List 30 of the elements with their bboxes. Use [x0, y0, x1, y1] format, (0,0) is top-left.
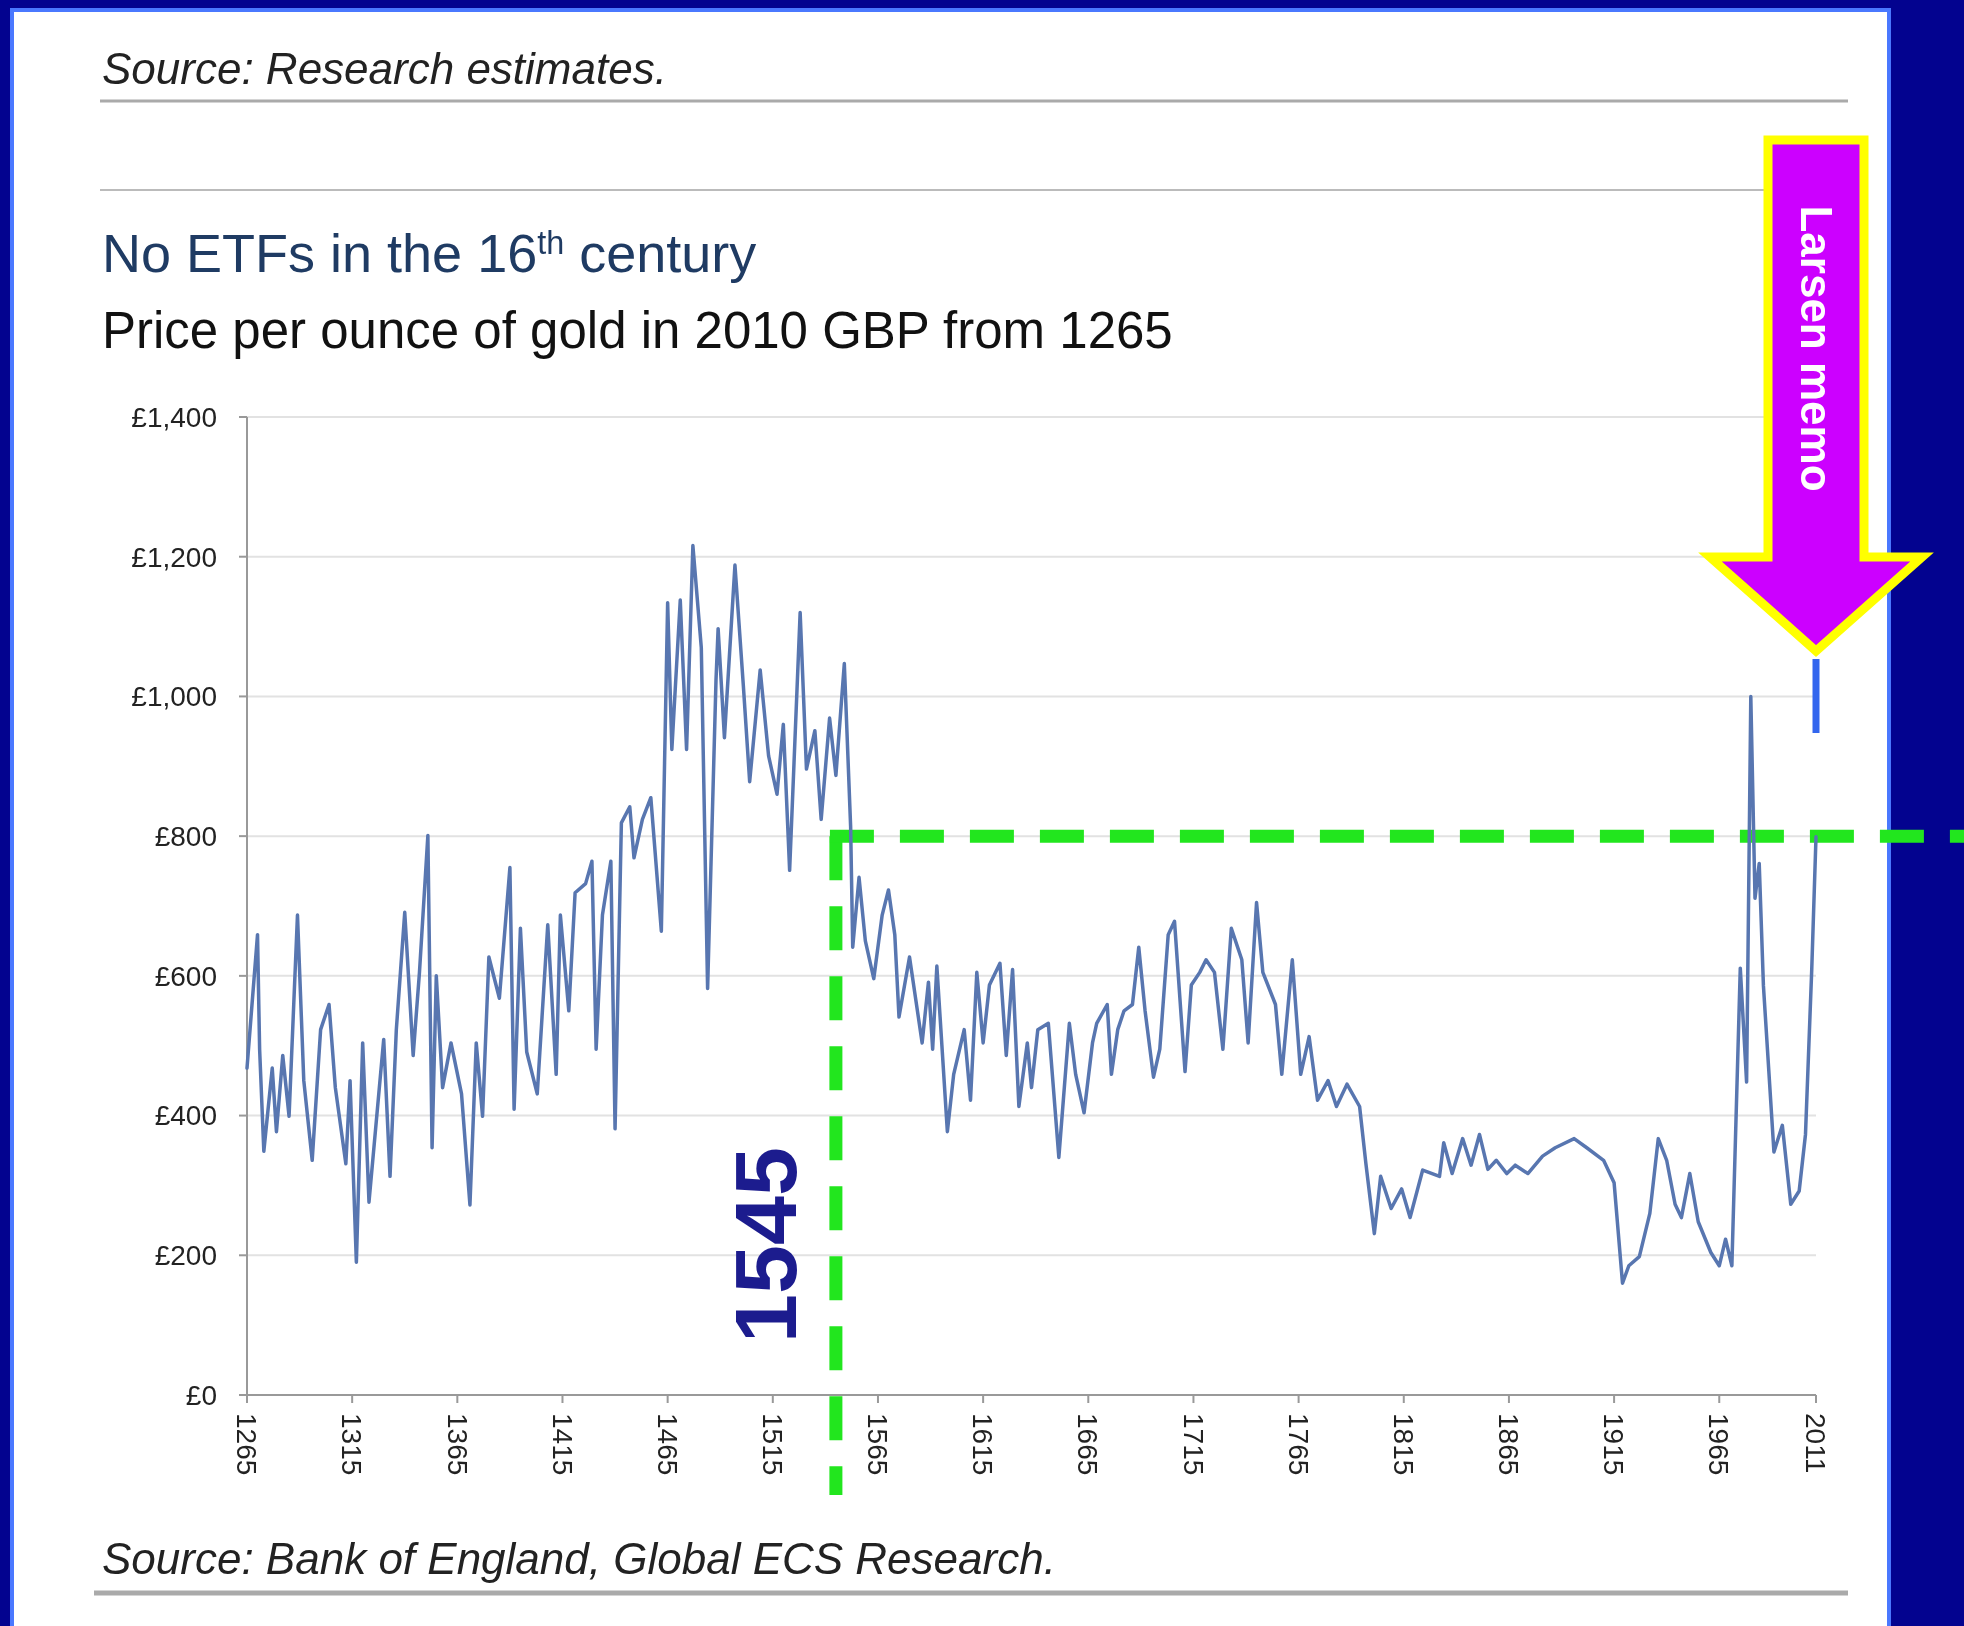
- source-note: Source: Research estimates.: [102, 44, 667, 93]
- annotation: Larsen memo: [1791, 205, 1841, 492]
- y-tick-label: £600: [154, 960, 217, 992]
- y-tick-label: £1,200: [131, 541, 217, 573]
- y-tick-label: £800: [154, 820, 217, 852]
- x-tick-label: 1915: [1598, 1413, 1630, 1476]
- x-tick-label: 1415: [546, 1413, 578, 1476]
- x-tick-label: 1765: [1282, 1413, 1314, 1476]
- x-tick-label: 1665: [1072, 1413, 1104, 1476]
- x-tick-label: 1615: [967, 1413, 999, 1476]
- y-tick-label: £1,000: [131, 681, 217, 713]
- y-tick-label: £0: [185, 1379, 217, 1411]
- x-tick-label: 1315: [336, 1413, 368, 1476]
- x-tick-label: 2011: [1800, 1413, 1832, 1474]
- x-tick-label: 1515: [757, 1413, 788, 1476]
- chart-subtitle: Price per ounce of gold in 2010 GBP from 1265: [102, 302, 1173, 359]
- x-tick-label: 1465: [651, 1413, 683, 1476]
- chart-title: No ETFs in the 16$^{th}$ century: [102, 223, 757, 283]
- ref-line-label: 1545: [715, 1147, 815, 1343]
- x-tick-label: 1715: [1177, 1413, 1209, 1476]
- source-note: Source: Bank of England, Global ECS Research.: [102, 1534, 1056, 1583]
- y-tick-label: £200: [154, 1240, 217, 1272]
- x-tick-label: 1365: [441, 1413, 473, 1476]
- y-tick-label: £1,400: [131, 401, 217, 433]
- x-tick-label: 1965: [1703, 1413, 1735, 1476]
- x-tick-label: 1265: [231, 1413, 263, 1476]
- x-tick-label: 1565: [862, 1413, 894, 1476]
- y-tick-label: £400: [154, 1100, 217, 1132]
- x-tick-label: 1815: [1387, 1413, 1419, 1476]
- x-tick-label: 1865: [1493, 1413, 1525, 1476]
